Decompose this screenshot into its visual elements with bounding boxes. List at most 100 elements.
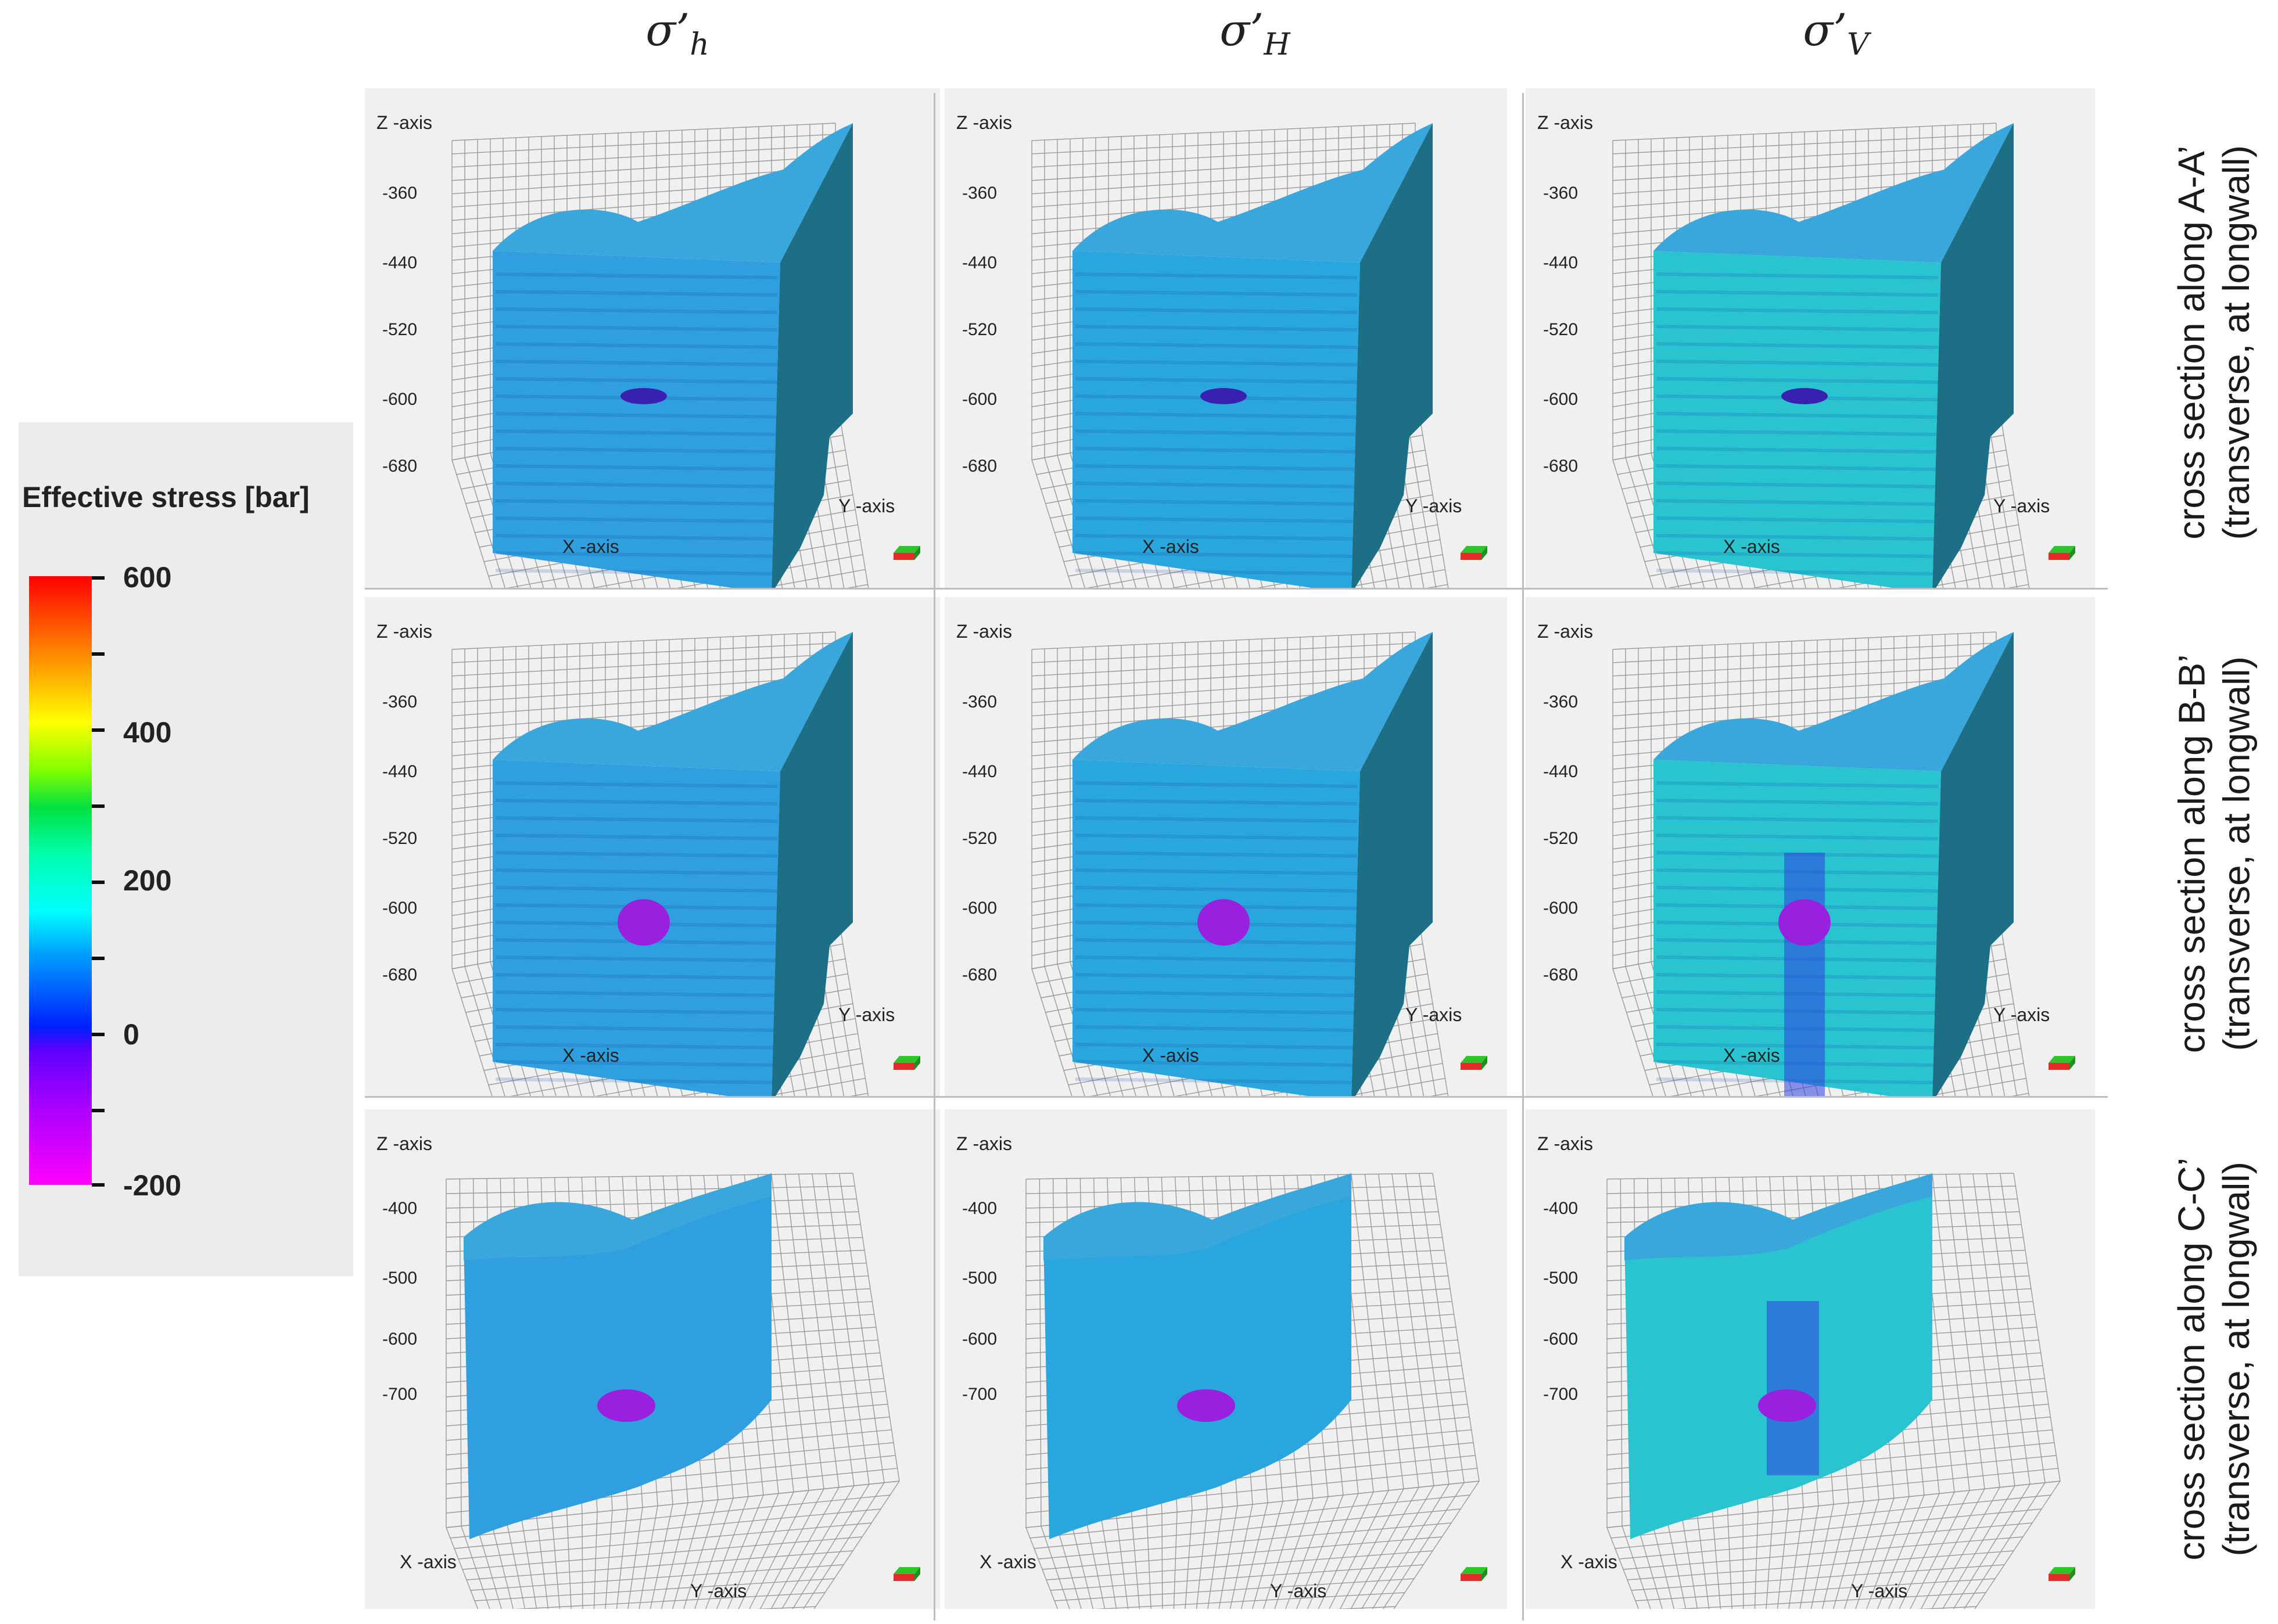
stratum-line [1075,534,1358,541]
longwall-cavity [1778,899,1831,946]
stratum-line [1656,816,1939,823]
stratum-line [1075,1025,1358,1032]
header-sigma-H-subscript: H [1264,27,1290,63]
legend-title: Effective stress [bar] [22,481,310,513]
stratum-line [495,290,778,297]
stratum-line [495,429,778,436]
z-tick-label: -520 [382,320,417,339]
stratum-line [1656,307,1939,314]
stratum-line [495,360,778,367]
stratum-line [495,973,778,980]
z-tick-label: -440 [962,253,997,272]
stratum-line [1656,781,1939,788]
stratum-line [495,851,778,858]
top-surface [1043,1173,1351,1260]
stratum-line [495,781,778,788]
z-tick-label: -400 [382,1199,417,1218]
header-sigma-h: σ’h [590,6,765,62]
stress-panel-sigma_H-row1: Z -axis -360 -440 -520 -600 -680 X -axis Y -axi… [945,88,1507,588]
z-tick-label: -600 [1543,899,1578,918]
z-axis-title: Z -axis [956,621,1012,642]
front-face [493,251,780,588]
row-label-c-line2: (transverse, at longwall) [2215,1162,2257,1557]
row-label-c-line1: cross section along C-C’ [2171,1158,2213,1561]
orientation-cube-icon [1461,546,1487,560]
stratum-line [1656,290,1939,297]
z-tick-label: -700 [382,1385,417,1404]
z-tick-label: -680 [962,965,997,985]
stratum-line [495,868,778,875]
separator [365,1096,2108,1098]
legend-tick [92,1033,105,1036]
colorbar-legend: Effective stress [bar] 600 400 200 0 -20… [19,422,353,1276]
stratum-line [1656,464,1939,471]
y-axis-title: Y -axis [1405,495,1462,516]
stratum-line [1075,851,1358,858]
header-sigma-h-subscript: h [690,27,709,63]
stratum-line [1075,342,1358,349]
stratum-line [1075,499,1358,506]
stress-panel-sigma_H-row3: Z -axis -400 -500 -600 -700 X -axis Y -axis [945,1109,1507,1609]
z-tick-label: -600 [382,1330,417,1349]
stratum-line [495,325,778,332]
row-label-a: cross section along A-A’ (transverse, at … [2150,87,2278,598]
stratum-line [1656,360,1939,367]
top-surface [1072,632,1433,771]
z-tick-label: -600 [1543,1330,1578,1349]
stratum-line [1075,482,1358,488]
front-face [1072,251,1360,588]
front-face [464,1173,772,1539]
stratum-line [1656,569,1939,576]
side-face [772,123,853,588]
z-tick-label: -440 [382,762,417,781]
z-tick-label: -700 [1543,1385,1578,1404]
stratum-line [1075,990,1358,997]
z-tick-label: -680 [962,457,997,476]
y-axis-title: Y -axis [690,1580,747,1601]
stratum-line [495,464,778,471]
header-sigma-V: σ’V [1749,6,1923,62]
stratum-line [495,1060,778,1067]
legend-label-400: 400 [123,716,172,749]
stratum-line [495,1025,778,1032]
z-tick-label: -600 [1543,390,1578,409]
z-tick-label: -500 [1543,1269,1578,1288]
z-tick-label: -680 [382,965,417,985]
stratum-line [495,955,778,962]
stratum-line [1075,1060,1358,1067]
stratum-line [1075,551,1358,558]
low-stress-zone [1784,853,1825,1098]
separator [934,93,935,1621]
stratum-line [495,1008,778,1015]
orientation-cube-icon [1461,1567,1487,1581]
stratum-line [1656,342,1939,349]
stress-panel-sigma_h-row2: Z -axis -360 -440 -520 -600 -680 X -axis Y -axi… [365,597,940,1098]
stratum-line [1656,499,1939,506]
z-tick-label: -600 [962,1330,997,1349]
z-axis-title: Z -axis [1537,112,1593,133]
z-tick-label: -360 [382,692,417,712]
top-surface [464,1173,772,1260]
z-tick-label: -520 [962,829,997,848]
legend-tick [92,1109,105,1112]
y-axis-title: Y -axis [838,1004,895,1025]
z-tick-label: -360 [1543,184,1578,203]
stratum-line [495,569,778,576]
z-tick-label: -600 [962,390,997,409]
x-axis-title: X -axis [1560,1551,1617,1572]
x-axis-title: X -axis [1723,536,1780,557]
stratum-line [1075,1008,1358,1015]
z-tick-label: -400 [1543,1199,1578,1218]
legend-tick [92,728,105,732]
orientation-cube-icon [894,1056,920,1070]
longwall-cavity [1197,899,1250,946]
stratum-line [1075,868,1358,875]
z-axis-title: Z -axis [956,112,1012,133]
side-face [1932,123,2014,588]
orientation-cube-icon [2049,1056,2075,1070]
legend-label-minus200: -200 [123,1169,182,1202]
longwall-cavity [618,899,670,946]
stratum-line [495,816,778,823]
legend-tick [92,576,105,580]
stratum-line [1075,360,1358,367]
